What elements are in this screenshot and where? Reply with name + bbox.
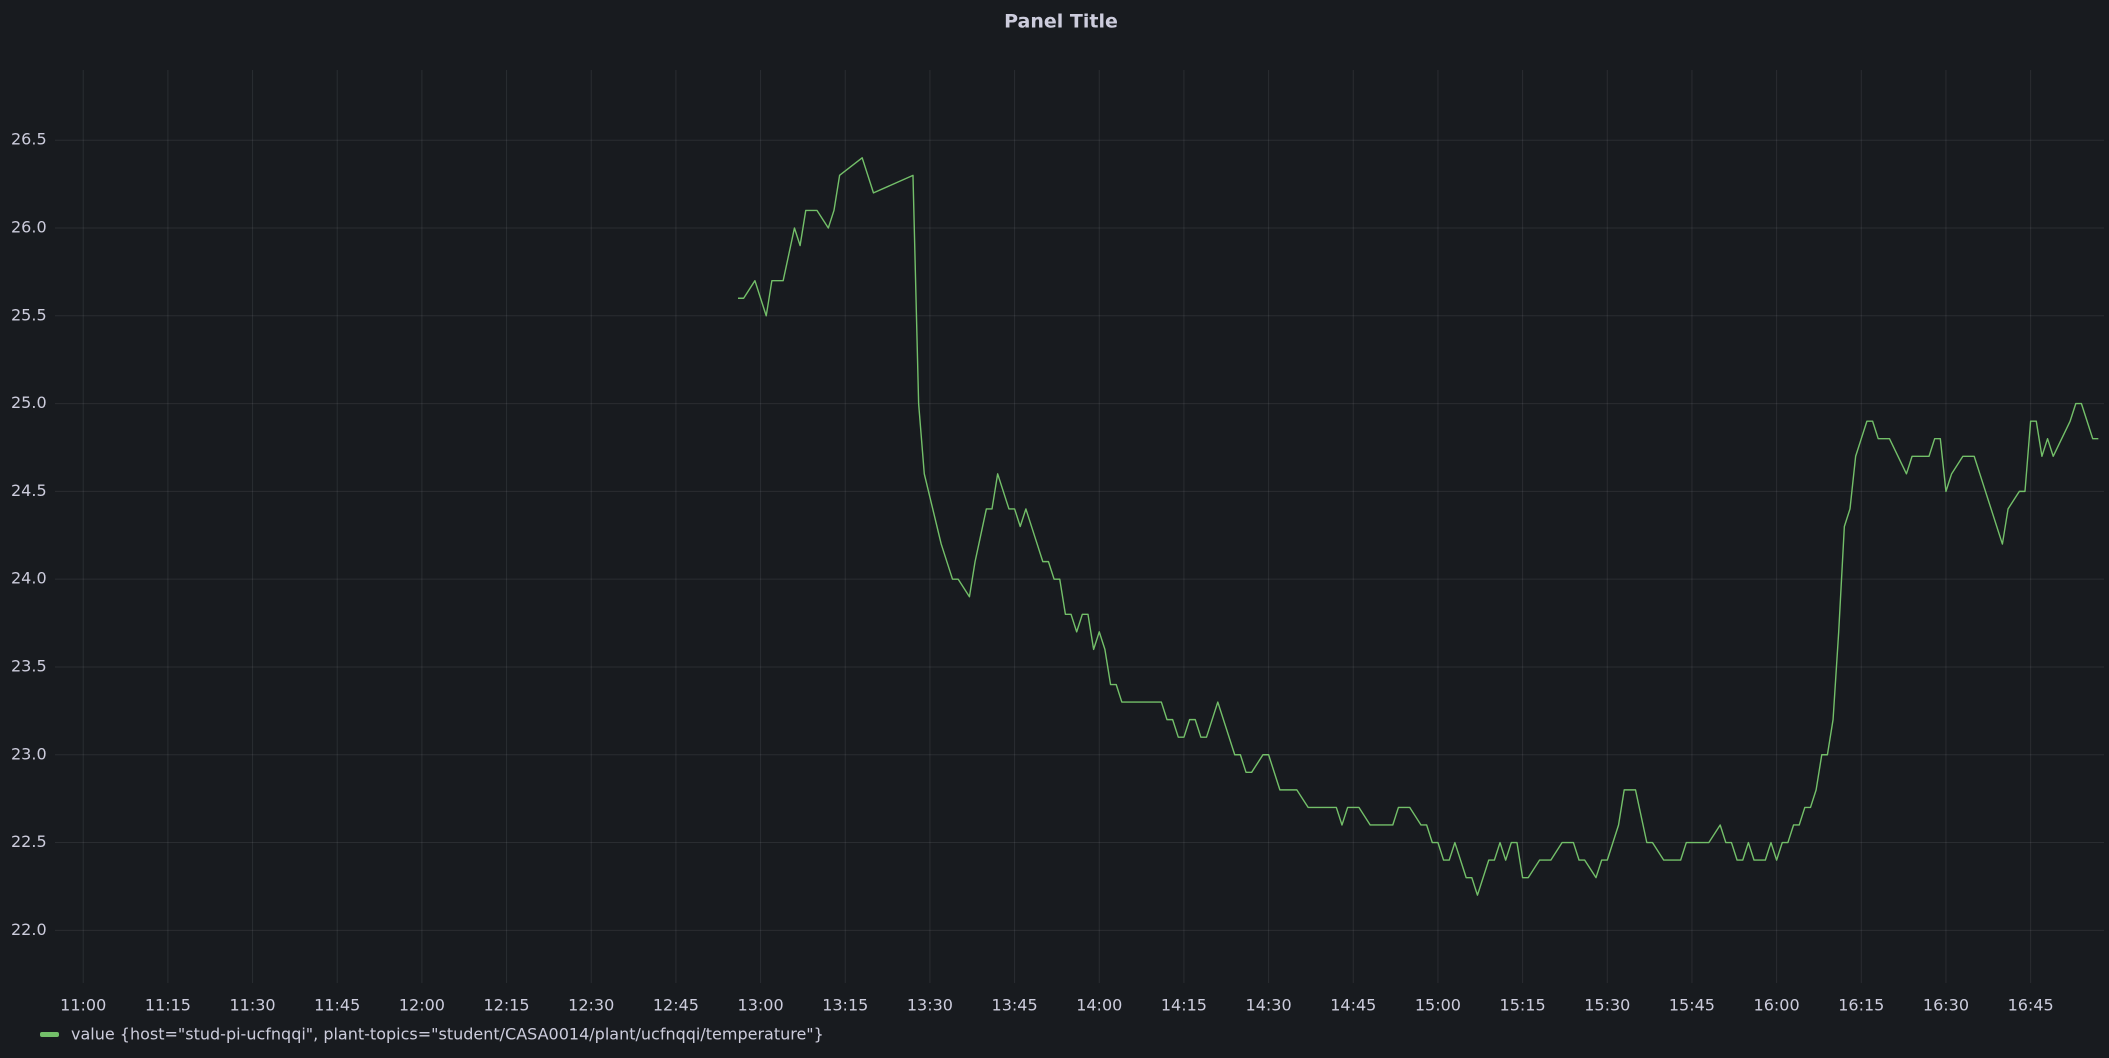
x-tick-label: 14:45 <box>1330 996 1376 1015</box>
legend[interactable]: value {host="stud-pi-ucfnqqi", plant-top… <box>40 1025 824 1044</box>
y-tick-label: 22.5 <box>11 832 47 851</box>
y-tick-label: 23.5 <box>11 656 47 675</box>
x-tick-label: 16:45 <box>2008 996 2054 1015</box>
x-tick-label: 14:15 <box>1161 996 1207 1015</box>
x-tick-label: 12:45 <box>653 996 699 1015</box>
x-tick-label: 11:00 <box>60 996 106 1015</box>
x-tick-label: 16:15 <box>1838 996 1884 1015</box>
x-tick-label: 11:15 <box>145 996 191 1015</box>
y-tick-label: 22.0 <box>11 920 47 939</box>
y-tick-label: 26.0 <box>11 218 47 237</box>
x-tick-label: 14:00 <box>1076 996 1122 1015</box>
y-tick-label: 24.5 <box>11 481 47 500</box>
x-tick-label: 13:00 <box>738 996 784 1015</box>
x-tick-label: 12:15 <box>484 996 530 1015</box>
y-tick-label: 26.5 <box>11 130 47 149</box>
panel-title: Panel Title <box>1004 11 1118 33</box>
y-tick-label: 25.0 <box>11 393 47 412</box>
x-tick-label: 13:45 <box>992 996 1038 1015</box>
x-tick-label: 16:00 <box>1754 996 1800 1015</box>
x-tick-label: 13:30 <box>907 996 953 1015</box>
y-tick-label: 24.0 <box>11 569 47 588</box>
x-tick-label: 16:30 <box>1923 996 1969 1015</box>
x-tick-label: 15:45 <box>1669 996 1715 1015</box>
x-tick-label: 15:30 <box>1584 996 1630 1015</box>
y-tick-label: 25.5 <box>11 305 47 324</box>
x-tick-label: 13:15 <box>822 996 868 1015</box>
x-tick-label: 11:30 <box>230 996 276 1015</box>
x-tick-label: 14:30 <box>1246 996 1292 1015</box>
x-tick-label: 11:45 <box>314 996 360 1015</box>
legend-swatch[interactable] <box>40 1032 59 1037</box>
y-tick-label: 23.0 <box>11 744 47 763</box>
plot <box>738 157 2099 896</box>
x-tick-label: 15:00 <box>1415 996 1461 1015</box>
grid: 22.0 22.5 23.0 23.5 24.0 24.5 25.0 25.5 26.0 26.5… <box>11 70 2104 1015</box>
series-line <box>738 157 2099 896</box>
x-tick-label: 12:30 <box>568 996 614 1015</box>
legend-label[interactable]: value {host="stud-pi-ucfnqqi", plant-top… <box>71 1025 824 1044</box>
x-tick-label: 15:15 <box>1500 996 1546 1015</box>
x-tick-label: 12:00 <box>399 996 445 1015</box>
